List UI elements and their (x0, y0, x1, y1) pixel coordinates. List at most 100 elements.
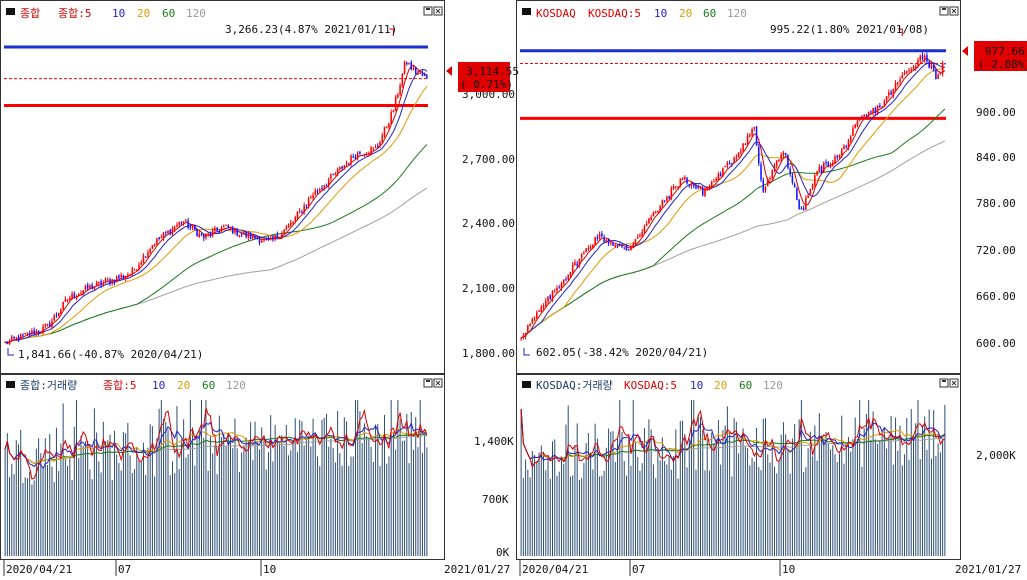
candle-body (766, 178, 769, 186)
candle-body (57, 313, 60, 317)
candle-body (207, 233, 209, 235)
tick-label: 2,400.00 (462, 217, 515, 230)
candle-body (612, 243, 614, 246)
candle-body (827, 162, 830, 166)
candle-body (44, 324, 47, 326)
candle-body (928, 61, 930, 68)
candle-body (917, 59, 919, 66)
left-volume-window-buttons[interactable] (423, 378, 443, 388)
candle-body (336, 169, 339, 175)
volume-ma5-line (4, 407, 428, 480)
candle-body (289, 222, 292, 226)
candle-body (258, 238, 261, 243)
candle-body (544, 301, 547, 307)
candle-body (66, 299, 69, 301)
candle-body (102, 282, 105, 285)
maximize-icon[interactable] (423, 378, 433, 388)
candle-body (106, 279, 109, 281)
candle-body (865, 115, 868, 117)
candle-body (527, 325, 529, 333)
candle-body (325, 184, 328, 186)
candle-body (735, 156, 738, 159)
candle-body (359, 151, 361, 154)
candle-body (863, 114, 865, 117)
right-volume-axis: 2,000K (976, 449, 1016, 462)
candle-body (726, 162, 729, 166)
candle-body (713, 181, 715, 183)
candle-body (263, 238, 265, 241)
candle-body (408, 62, 410, 64)
candle-body (4, 342, 6, 344)
candle-body (749, 134, 751, 137)
candle-body (538, 311, 540, 313)
candle-body (198, 233, 201, 238)
left-volume-legend-ma120: 120 (226, 379, 246, 392)
candle-body (845, 146, 848, 148)
candle-body (80, 292, 82, 294)
candle-body (820, 166, 823, 172)
candle-body (118, 275, 120, 279)
candle-body (733, 158, 735, 163)
candle-body (715, 178, 717, 182)
candle-body (356, 152, 359, 158)
ma5-line (4, 64, 428, 344)
candle-body (147, 252, 149, 257)
candle-body (303, 205, 305, 213)
candle-body (167, 230, 169, 234)
candle-body (796, 188, 798, 201)
candle-body (352, 156, 355, 158)
candle-body (31, 330, 33, 334)
left-legend-ma60: 60 (162, 7, 175, 20)
candle-body (142, 255, 145, 263)
candle-body (641, 232, 643, 237)
right-volume-legend-ma60: 60 (739, 379, 752, 392)
candle-body (670, 188, 673, 199)
right-volume-window-buttons[interactable] (939, 378, 959, 388)
candle-body (630, 246, 632, 251)
left-volume-legend-ma20: 20 (177, 379, 190, 392)
candle-body (323, 185, 326, 188)
right-legend-ma5: KOSDAQ:5 (588, 7, 641, 20)
candle-body (327, 179, 330, 186)
candle-body (98, 281, 100, 284)
tick-label: 700K (482, 493, 509, 506)
candle-body (587, 248, 590, 250)
candle-body (912, 67, 915, 70)
maximize-icon[interactable] (939, 6, 949, 16)
candle-body (160, 236, 163, 238)
x-label: 2021/01/27 (444, 563, 510, 576)
candle-body (414, 66, 417, 74)
maximize-icon[interactable] (939, 378, 949, 388)
candle-body (394, 97, 397, 112)
candle-body (238, 235, 241, 237)
candle-body (692, 183, 695, 186)
tick-label: 660.00 (976, 290, 1016, 303)
candle-body (659, 206, 661, 212)
candle-body (789, 168, 791, 175)
left-price-window-buttons[interactable] (423, 6, 443, 16)
left-price-legend: 종합 종합:5 10 20 60 120 (6, 7, 206, 20)
candle-body (73, 293, 76, 298)
left-volume-axis: 1,400K 700K 0K (474, 435, 514, 559)
left-current-price: 3,114.55 (466, 65, 519, 78)
maximize-icon[interactable] (423, 6, 433, 16)
candle-body (153, 244, 156, 246)
left-volume-legend-ma5: 종합:5 (103, 379, 137, 392)
candle-body (341, 166, 343, 169)
candle-body (129, 274, 131, 276)
candle-body (423, 75, 426, 77)
candle-body (944, 63, 946, 65)
candle-body (565, 279, 567, 281)
candle-body (695, 185, 697, 189)
candle-body (17, 336, 20, 341)
candle-body (737, 152, 740, 157)
candle-body (100, 281, 102, 286)
candle-body (421, 72, 424, 76)
candle-body (278, 237, 281, 239)
candle-body (46, 324, 49, 326)
candle-body (607, 239, 610, 244)
candle-body (296, 212, 299, 219)
tick-label: 900.00 (976, 106, 1016, 119)
candle-body (556, 287, 558, 291)
right-price-window-buttons[interactable] (939, 6, 959, 16)
